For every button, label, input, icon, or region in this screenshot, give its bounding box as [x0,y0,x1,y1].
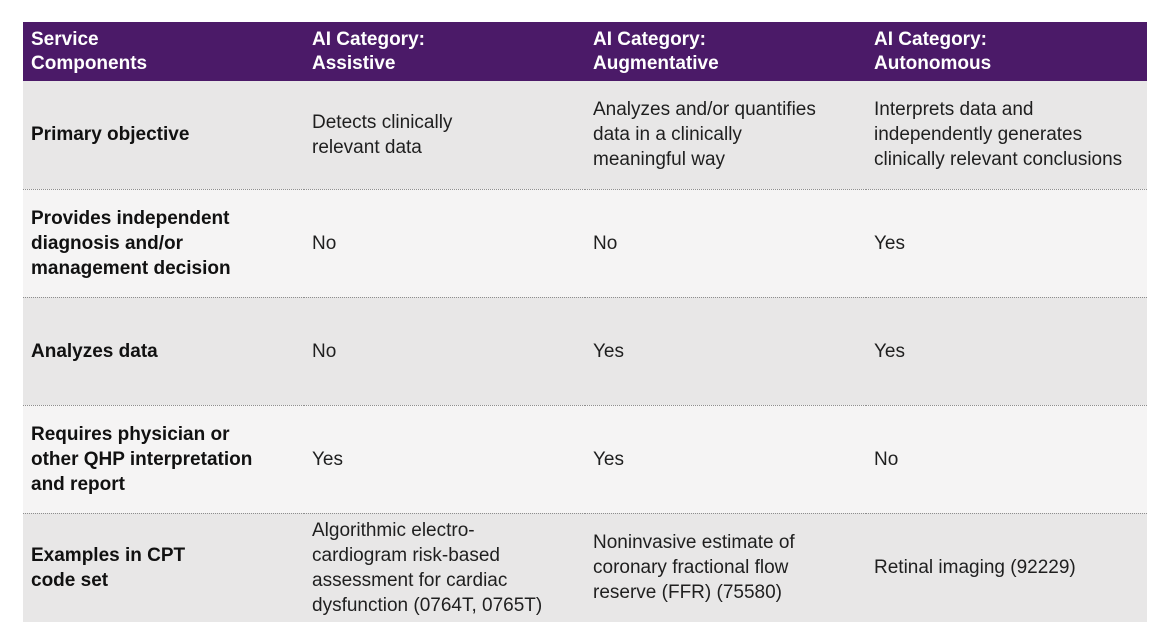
row-label: Primary objective [23,81,304,190]
cell-autonomous: Interprets data and independently genera… [866,81,1147,190]
header-service-components: Service Components [31,28,148,74]
row-label: Provides independent diagnosis and/or ma… [23,189,304,298]
cell-autonomous: Yes [866,297,1147,406]
cell-augmentative: Noninvasive estimate of coronary fractio… [593,532,795,604]
table-row-independent-diagnosis: Provides independent diagnosis and/or ma… [23,189,1147,298]
cell-autonomous: Retinal imaging (92229) [874,557,1076,579]
cell-autonomous: Yes [866,189,1147,298]
cell-autonomous: No [866,405,1147,514]
table-row-requires-physician: Requires physician or other QHP interpre… [23,405,1147,514]
table-body: Primary objective Detects clinically rel… [23,81,1147,622]
ai-category-table: Service Components AI Category: Assistiv… [23,22,1147,622]
cell-assistive: No [304,189,585,298]
table-row-examples-cpt: Examples in CPT code set Algorithmic ele… [23,513,1147,622]
cell-augmentative: No [585,189,866,298]
cell-assistive: Detects clinically relevant data [304,81,585,190]
row-label: Analyzes data [23,297,304,406]
table-header: Service Components AI Category: Assistiv… [23,22,1147,81]
header-row: Service Components AI Category: Assistiv… [23,22,1147,81]
row-label: Requires physician or other QHP interpre… [23,405,304,514]
ai-category-table-container: Service Components AI Category: Assistiv… [23,22,1147,622]
cell-augmentative: Yes [585,405,866,514]
cell-assistive: No [304,297,585,406]
row-label: Examples in CPT code set [31,544,186,591]
cell-augmentative: Analyzes and/or quantifies data in a cli… [585,81,866,190]
cell-assistive: Yes [304,405,585,514]
cell-augmentative: Yes [585,297,866,406]
table-row-primary-objective: Primary objective Detects clinically rel… [23,81,1147,190]
header-assistive: AI Category: Assistive [312,28,425,74]
header-augmentative: AI Category: Augmentative [593,28,719,74]
cell-assistive: Algorithmic electro- cardiogram risk-bas… [312,519,543,616]
table-row-analyzes-data: Analyzes data No Yes Yes [23,297,1147,406]
header-autonomous: AI Category: Autonomous [874,28,992,74]
